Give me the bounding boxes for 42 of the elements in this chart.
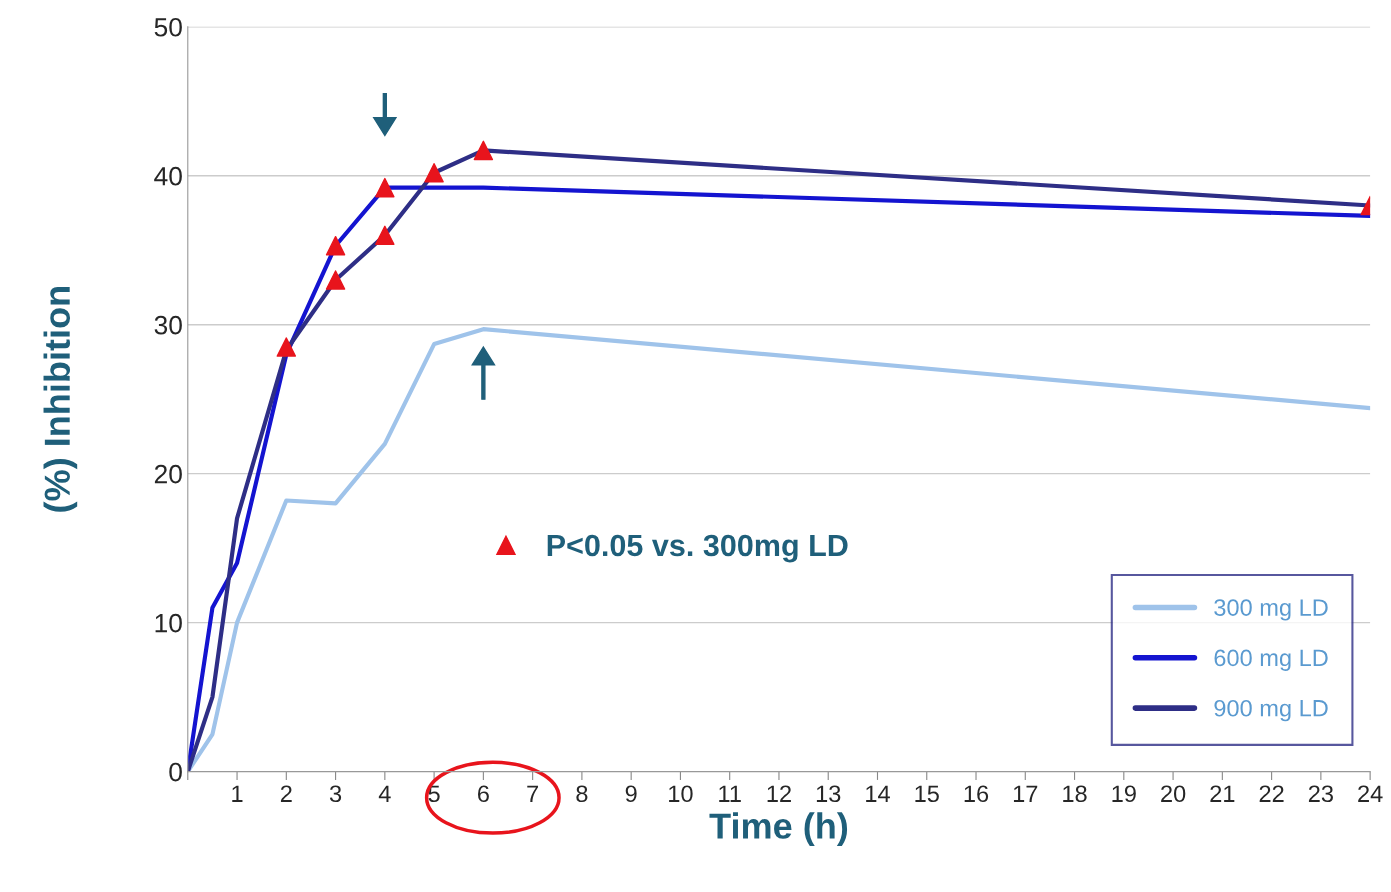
x-tick-label: 23: [1308, 785, 1333, 803]
x-tick-label: 15: [915, 785, 939, 803]
x-tick-label: 3: [329, 785, 342, 803]
y-tick-label: 50: [154, 17, 182, 37]
x-tick-label: 18: [1063, 785, 1087, 803]
x-tick-label: 13: [816, 785, 841, 803]
legend-label: 300 mg LD: [1214, 599, 1328, 621]
point: [276, 337, 297, 357]
x-tick-label: 14: [866, 785, 890, 802]
point: [325, 235, 346, 256]
x-tick-label: 1: [232, 785, 243, 802]
legend-label: P<0.05 vs. 300mg LD: [547, 534, 848, 563]
x-tick-label: 17: [1013, 785, 1038, 802]
y-tick-label: 40: [154, 166, 182, 186]
legend-label: 600 mg LD: [1214, 649, 1328, 671]
point: [473, 140, 494, 161]
x-tick-label: 4: [378, 785, 391, 802]
point: [375, 225, 395, 246]
x-axis-title: Time (h): [709, 812, 848, 846]
y-tick-label: 30: [154, 315, 182, 335]
point: [325, 270, 346, 290]
legend-label: 900 mg LD: [1214, 699, 1328, 722]
x-tick-label: 6: [478, 785, 489, 803]
x-tick-label: 10: [669, 785, 693, 803]
x-tick-label: 22: [1259, 785, 1284, 802]
y-tick-label: 10: [155, 613, 182, 633]
x-tick-label: 12: [767, 785, 791, 802]
x-tick-label: 16: [964, 785, 989, 803]
point: [424, 162, 444, 183]
y-axis-title: (%) Inhibition: [43, 287, 78, 512]
x-tick-label: 21: [1210, 785, 1235, 802]
x-tick-label: 7: [527, 785, 539, 802]
x-tick-label: 19: [1112, 785, 1136, 803]
x-tick-label: 9: [625, 785, 637, 803]
y-tick-label: 0: [169, 762, 182, 782]
point: [375, 177, 395, 198]
x-tick-label: 8: [576, 785, 588, 803]
x-tick-label: 24: [1358, 785, 1383, 802]
y-tick-label: 20: [154, 464, 182, 484]
x-tick-label: 2: [280, 785, 292, 802]
x-tick-label: 20: [1161, 785, 1186, 803]
x-tick-label: 11: [719, 785, 741, 802]
